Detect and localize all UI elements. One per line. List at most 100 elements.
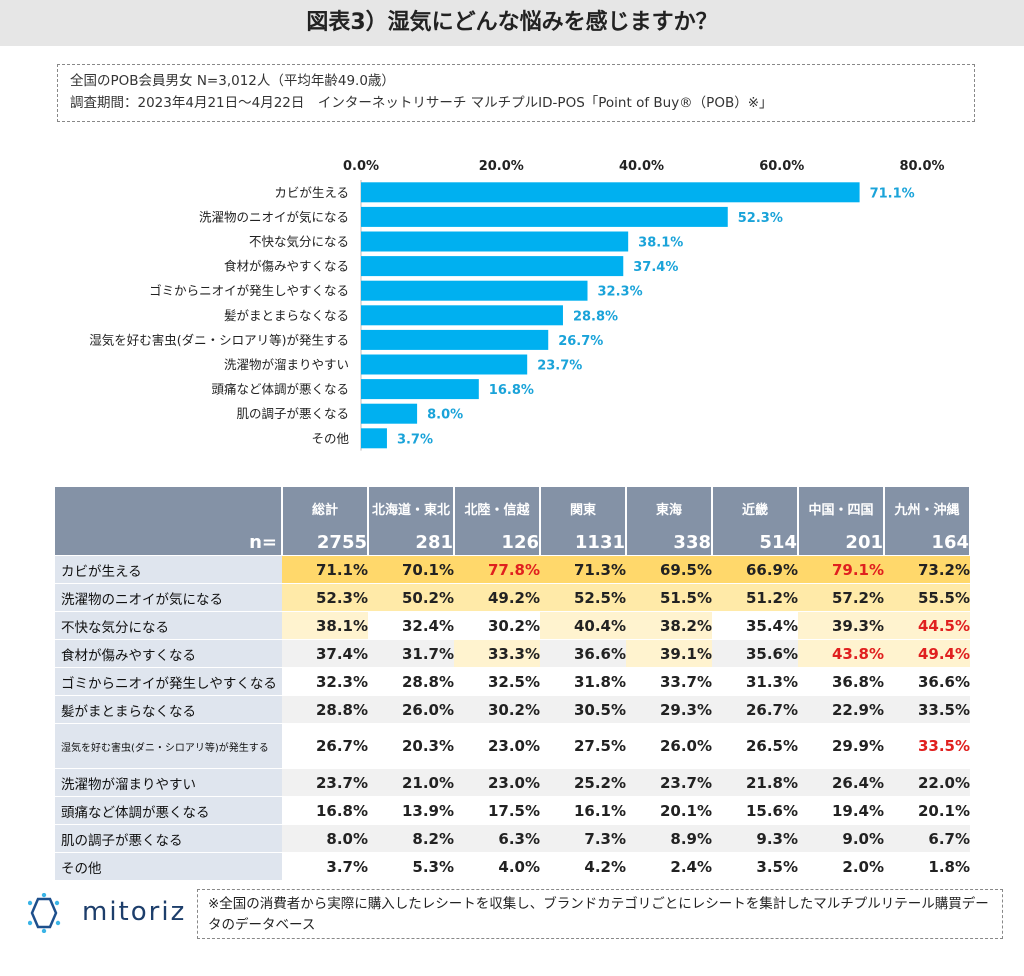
table-row: カビが生える 71.1% 70.1% 77.8% 71.3% 69.5% 66.9% 79.1… (55, 555, 970, 584)
table-row: 湿気を好む害虫(ダニ・シロアリ等)が発生する 26.7% 20.3% 23.0% 27.… (55, 723, 970, 769)
table-cell: 30.2% (454, 611, 540, 640)
row-label: 肌の調子が悪くなる (55, 824, 282, 853)
bar (361, 182, 860, 203)
column-header: 関東 (540, 487, 627, 529)
table-cell: 15.6% (712, 796, 798, 825)
n-count: 201 (798, 529, 885, 556)
table-cell: 39.3% (798, 611, 884, 640)
table-cell: 49.4% (884, 639, 970, 668)
column-header: 北海道・東北 (368, 487, 455, 529)
table-cell: 77.8% (454, 555, 540, 584)
table-cell: 32.5% (454, 667, 540, 696)
table-cell: 29.9% (798, 723, 884, 769)
n-count: 126 (454, 529, 541, 556)
column-header: 総計 (282, 487, 369, 529)
column-header: 近畿 (712, 487, 799, 529)
table-cell: 9.3% (712, 824, 798, 853)
table-cell: 26.0% (368, 695, 454, 724)
category-label: カビが生える (274, 185, 349, 200)
table-cell: 30.2% (454, 695, 540, 724)
table-cell: 31.7% (368, 639, 454, 668)
column-header: 九州・沖縄 (884, 487, 971, 529)
table-cell: 20.3% (368, 723, 454, 769)
x-tick-label: 60.0% (759, 159, 804, 174)
table-cell: 4.0% (454, 852, 540, 881)
bar (361, 206, 728, 227)
table-cell: 26.5% (712, 723, 798, 769)
n-count: 1131 (540, 529, 627, 556)
row-label: カビが生える (55, 555, 282, 584)
table-cell: 16.1% (540, 796, 626, 825)
table-cell: 23.7% (626, 768, 712, 797)
table-cell: 33.3% (454, 639, 540, 668)
data-label: 32.3% (598, 285, 643, 300)
survey-period-info: 調査期間：2023年4月21日～4月22日 インターネットリサーチ マルチプルI… (70, 95, 773, 111)
table-cell: 52.5% (540, 583, 626, 612)
data-label: 52.3% (738, 211, 783, 226)
category-label: 洗濯物が溜まりやすい (224, 357, 349, 372)
table-cell: 27.5% (540, 723, 626, 769)
row-label: 髪がまとまらなくなる (55, 695, 282, 724)
table-row: 洗濯物のニオイが気になる 52.3% 50.2% 49.2% 52.5% 51.5% 51.… (55, 583, 970, 612)
n-count: 338 (626, 529, 713, 556)
row-label: 洗濯物が溜まりやすい (55, 768, 282, 797)
table-cell: 49.2% (454, 583, 540, 612)
table-cell: 1.8% (884, 852, 970, 881)
category-label: 頭痛など体調が悪くなる (211, 382, 349, 397)
table-cell: 6.3% (454, 824, 540, 853)
table-cell: 73.2% (884, 555, 970, 584)
category-label: 湿気を好む害虫(ダニ・シロアリ等)が発生する (89, 332, 349, 347)
table-cell: 50.2% (368, 583, 454, 612)
data-label: 16.8% (489, 383, 534, 398)
table-row: 髪がまとまらなくなる 28.8% 26.0% 30.2% 30.5% 29.3% 26.7%… (55, 695, 970, 724)
logo-text: mitoriz (82, 897, 187, 927)
category-label: 洗濯物のニオイが気になる (199, 209, 349, 224)
table-cell: 70.1% (368, 555, 454, 584)
n-count: 281 (368, 529, 455, 556)
table-cell: 8.2% (368, 824, 454, 853)
footnote: ※全国の消費者から実際に購入したレシートを収集し、ブランドカテゴリごとにレシート… (197, 889, 1003, 939)
table-cell: 40.4% (540, 611, 626, 640)
table-cell: 38.1% (282, 611, 368, 640)
data-label: 8.0% (427, 408, 463, 423)
table-cell: 16.8% (282, 796, 368, 825)
table-cell: 33.5% (884, 695, 970, 724)
table-row: その他 3.7% 5.3% 4.0% 4.2% 2.4% 3.5% 2.0% 1.8% (55, 852, 970, 881)
bar (361, 305, 563, 326)
x-tick-label: 0.0% (343, 159, 379, 174)
table-cell: 44.5% (884, 611, 970, 640)
mitoriz-logo-icon (28, 893, 61, 933)
table-cell: 31.8% (540, 667, 626, 696)
table-cell: 43.8% (798, 639, 884, 668)
table-cell: 17.5% (454, 796, 540, 825)
x-tick-label: 80.0% (899, 159, 944, 174)
n-count: 514 (712, 529, 799, 556)
table-cell: 7.3% (540, 824, 626, 853)
table-cell: 35.4% (712, 611, 798, 640)
table-cell: 3.7% (282, 852, 368, 881)
table-cell: 21.0% (368, 768, 454, 797)
row-label: 頭痛など体調が悪くなる (55, 796, 282, 825)
table-cell: 32.4% (368, 611, 454, 640)
table-row: 肌の調子が悪くなる 8.0% 8.2% 6.3% 7.3% 8.9% 9.3% 9.0% 6.7… (55, 824, 970, 853)
table-cell: 20.1% (884, 796, 970, 825)
table-corner (55, 487, 283, 529)
x-tick-label: 20.0% (479, 159, 524, 174)
table-cell: 36.6% (884, 667, 970, 696)
table-cell: 26.7% (282, 723, 368, 769)
table-cell: 39.1% (626, 639, 712, 668)
data-label: 26.7% (558, 334, 603, 349)
table-cell: 21.8% (712, 768, 798, 797)
table-cell: 23.0% (454, 768, 540, 797)
row-label: 洗濯物のニオイが気になる (55, 583, 282, 612)
table-cell: 36.6% (540, 639, 626, 668)
table-cell: 22.0% (884, 768, 970, 797)
column-header: 中国・四国 (798, 487, 885, 529)
table-cell: 6.7% (884, 824, 970, 853)
table-cell: 13.9% (368, 796, 454, 825)
n-count: 164 (884, 529, 971, 556)
table-cell: 51.5% (626, 583, 712, 612)
table-row: 洗濯物が溜まりやすい 23.7% 21.0% 23.0% 25.2% 23.7% 21.8%… (55, 768, 970, 797)
row-label: 食材が傷みやすくなる (55, 639, 282, 668)
table-cell: 28.8% (368, 667, 454, 696)
